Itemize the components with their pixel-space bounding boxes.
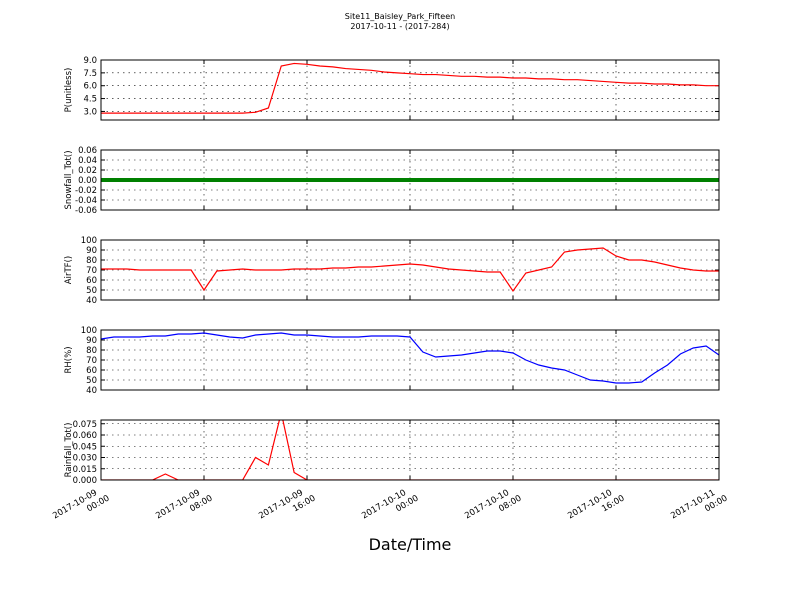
series-line [101, 247, 719, 293]
y-tick-label: 80 [86, 346, 97, 356]
y-tick-label: 100 [81, 236, 97, 246]
x-tick-label: 2017-10-11 00:00 [669, 484, 729, 531]
x-tick-label: 2017-10-10 00:00 [360, 484, 420, 531]
y-tick-label: 50 [86, 376, 97, 386]
y-tick-label: -0.04 [75, 196, 97, 206]
plot-frame [100, 329, 720, 391]
y-tick-label: 40 [86, 386, 97, 396]
y-tick-label: 0.045 [73, 442, 97, 452]
y-tick-label: 0.04 [78, 156, 97, 166]
y-tick-label: -0.06 [75, 206, 97, 216]
y-tick-label: 7.5 [83, 69, 97, 79]
plot-frame [100, 239, 720, 301]
y-tick-label: 40 [86, 296, 97, 306]
x-tick-label: 2017-10-09 16:00 [257, 484, 317, 531]
y-tick-label: 4.5 [83, 95, 97, 105]
y-axis-label: Snowfall_Tot() [64, 150, 74, 209]
y-tick-label: 50 [86, 286, 97, 296]
series-line [101, 332, 719, 384]
plot-frame [100, 149, 720, 211]
y-tick-label: 0.060 [73, 431, 97, 441]
x-tick-label: 2017-10-10 08:00 [463, 484, 523, 531]
x-tick-label: 2017-10-09 08:00 [154, 484, 214, 531]
plot-frame [100, 419, 720, 481]
series-line [101, 62, 719, 114]
y-tick-label: 0.015 [73, 465, 97, 475]
x-tick-label: 2017-10-09 00:00 [51, 484, 111, 531]
x-tick-label: 2017-10-10 16:00 [566, 484, 626, 531]
chart-subtitle: 2017-10-11 - (2017-284) [350, 22, 449, 31]
y-axis-label: RH(%) [64, 346, 74, 373]
y-tick-label: -0.02 [75, 186, 97, 196]
y-tick-label: 90 [86, 246, 97, 256]
y-tick-label: 3.0 [83, 107, 97, 117]
y-tick-label: 60 [86, 276, 97, 286]
y-tick-label: 0.075 [73, 420, 97, 430]
y-tick-label: 80 [86, 256, 97, 266]
plot-frame [100, 59, 720, 121]
y-tick-label: 70 [86, 356, 97, 366]
y-tick-label: 6.0 [83, 82, 97, 92]
y-tick-label: 0.06 [78, 146, 97, 156]
y-axis-label: P(unitless) [64, 68, 74, 113]
x-axis-label: Date/Time [369, 535, 452, 554]
y-tick-label: 100 [81, 326, 97, 336]
y-tick-label: 70 [86, 266, 97, 276]
y-axis-label: Rainfall_Tot() [64, 423, 74, 478]
y-tick-label: 0.030 [73, 454, 97, 464]
y-tick-label: 0.02 [78, 166, 97, 176]
y-tick-label: 0.000 [73, 476, 97, 486]
y-tick-label: 60 [86, 366, 97, 376]
y-tick-label: 9.0 [83, 56, 97, 66]
y-tick-label: 90 [86, 336, 97, 346]
chart-title: Site11_Baisley_Park_Fifteen [345, 12, 455, 21]
y-axis-label: AirTF() [64, 256, 74, 284]
y-tick-label: 0.00 [78, 176, 97, 186]
